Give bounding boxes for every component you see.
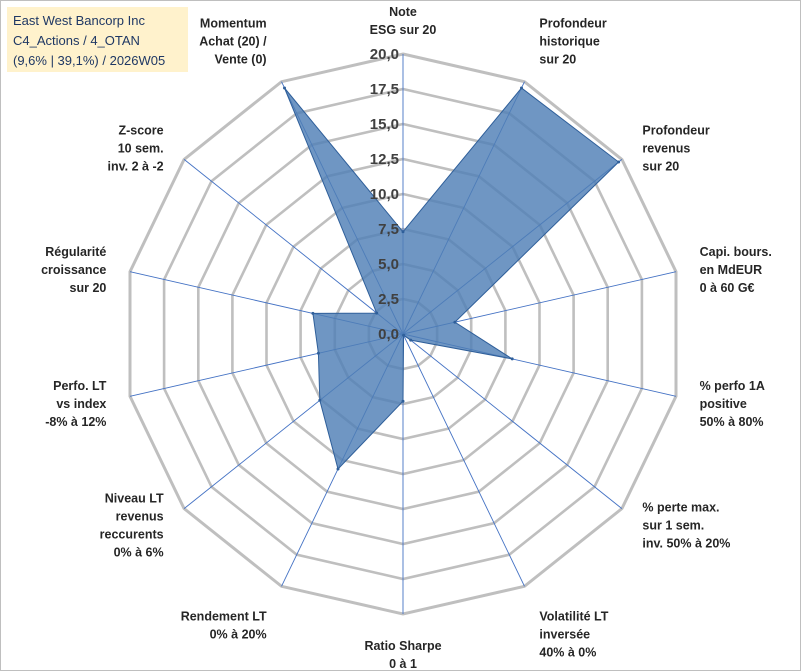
axis-label-4-line-3: 0 à 60 G€ bbox=[700, 281, 755, 295]
axis-label-6-line-2: sur 1 sem. bbox=[642, 518, 704, 532]
axis-label-8-line-2: 0 à 1 bbox=[389, 657, 417, 671]
axis-label-3-line-3: sur 20 bbox=[642, 160, 679, 174]
spoke-7 bbox=[402, 333, 525, 587]
axis-label-5-line-1: % perfo 1A bbox=[700, 379, 765, 393]
radial-tick-labels: 0,0 2,5 5,0 7,5 10,0 12,5 15,0 17,5 20,0 bbox=[370, 46, 399, 343]
data-point-4 bbox=[453, 320, 457, 324]
axis-label-14-line-1: Momentum bbox=[200, 16, 267, 30]
axis-label-10-line-3: reccurents bbox=[100, 527, 164, 541]
spoke-13 bbox=[183, 159, 404, 335]
title-line-category: C4_Actions / 4_OTAN bbox=[13, 33, 140, 48]
axis-label-2-line-2: historique bbox=[539, 34, 599, 48]
axis-label-14-line-2: Achat (20) / bbox=[199, 34, 267, 48]
axis-label-12: Régularité croissance sur 20 bbox=[41, 245, 106, 295]
axis-label-7-line-1: Volatilité LT bbox=[539, 610, 608, 624]
data-point-2 bbox=[520, 86, 523, 90]
data-point-9 bbox=[336, 467, 340, 471]
axis-label-5-line-3: 50% à 80% bbox=[700, 415, 764, 429]
tick-label-7: 17,5 bbox=[370, 81, 399, 98]
axis-label-6-line-3: inv. 50% à 20% bbox=[642, 536, 730, 550]
data-point-6 bbox=[409, 338, 413, 342]
axis-label-1: Note ESG sur 20 bbox=[370, 5, 437, 37]
axis-label-1-line-2: ESG sur 20 bbox=[370, 23, 437, 37]
tick-label-8: 20,0 bbox=[370, 46, 399, 63]
axis-label-14: Momentum Achat (20) / Vente (0) bbox=[199, 16, 267, 66]
axis-label-11-line-1: Perfo. LT bbox=[53, 379, 107, 393]
axis-label-12-line-1: Régularité bbox=[45, 245, 106, 259]
axis-label-4-line-2: en MdEUR bbox=[700, 263, 763, 277]
axis-label-2-line-3: sur 20 bbox=[539, 52, 576, 66]
axis-label-13-line-1: Z-score bbox=[118, 124, 163, 138]
data-point-10 bbox=[318, 398, 322, 402]
axis-label-13-line-3: inv. 2 à -2 bbox=[108, 160, 164, 174]
data-point-1 bbox=[401, 230, 405, 234]
axis-label-5: % perfo 1A positive 50% à 80% bbox=[700, 379, 765, 429]
axis-label-6: % perte max. sur 1 sem. inv. 50% à 20% bbox=[642, 500, 730, 550]
tick-label-5: 12,5 bbox=[370, 151, 399, 168]
axis-label-12-line-3: sur 20 bbox=[70, 281, 107, 295]
axis-label-14-line-3: Vente (0) bbox=[214, 52, 266, 66]
axis-label-5-line-2: positive bbox=[700, 397, 747, 411]
tick-label-3: 7,5 bbox=[378, 221, 399, 238]
data-point-13 bbox=[375, 311, 379, 315]
axis-label-10: Niveau LT revenus reccurents 0% à 6% bbox=[100, 491, 164, 559]
series-area-1 bbox=[284, 87, 620, 470]
tick-label-6: 15,0 bbox=[370, 116, 399, 133]
data-point-3 bbox=[617, 160, 621, 164]
axis-labels: Note ESG sur 20 Profondeur historique sur 20… bbox=[41, 5, 772, 671]
title-line-company: East West Bancorp Inc bbox=[13, 13, 145, 28]
axis-label-4: Capi. bours. en MdEUR 0 à 60 G€ bbox=[700, 245, 772, 295]
axis-label-2: Profondeur historique sur 20 bbox=[539, 16, 606, 66]
axis-label-7-line-3: 40% à 0% bbox=[539, 646, 596, 660]
axis-label-13: Z-score 10 sem. inv. 2 à -2 bbox=[108, 124, 164, 174]
data-point-11 bbox=[316, 351, 320, 355]
chart-title-box: East West Bancorp Inc C4_Actions / 4_OTA… bbox=[7, 7, 188, 72]
radar-series bbox=[283, 86, 621, 471]
axis-label-3-line-1: Profondeur bbox=[642, 124, 709, 138]
axis-label-9: Rendement LT 0% à 20% bbox=[181, 610, 267, 642]
data-point-8 bbox=[401, 399, 405, 403]
axis-label-8-line-1: Ratio Sharpe bbox=[364, 639, 441, 653]
tick-label-0: 0,0 bbox=[378, 326, 399, 343]
axis-label-3-line-2: revenus bbox=[642, 142, 690, 156]
axis-label-10-line-4: 0% à 6% bbox=[114, 545, 164, 559]
axis-label-3: Profondeur revenus sur 20 bbox=[642, 124, 709, 174]
axis-label-1-line-1: Note bbox=[389, 5, 417, 19]
data-point-7 bbox=[402, 333, 406, 337]
axis-label-12-line-2: croissance bbox=[41, 263, 106, 277]
axis-label-9-line-1: Rendement LT bbox=[181, 610, 267, 624]
axis-label-11-line-2: vs index bbox=[56, 397, 106, 411]
data-point-5 bbox=[510, 357, 514, 361]
axis-label-8: Ratio Sharpe 0 à 1 bbox=[364, 639, 441, 671]
axis-label-7: Volatilité LT inversée 40% à 0% bbox=[539, 610, 608, 660]
tick-label-1: 2,5 bbox=[378, 291, 399, 308]
axis-label-4-line-1: Capi. bours. bbox=[700, 245, 772, 259]
axis-label-6-line-1: % perte max. bbox=[642, 500, 719, 514]
axis-label-10-line-2: revenus bbox=[116, 509, 164, 523]
axis-label-11-line-3: -8% à 12% bbox=[45, 415, 106, 429]
title-line-period: (9,6% | 39,1%) / 2026W05 bbox=[13, 53, 166, 68]
spoke-6 bbox=[402, 333, 623, 509]
axis-label-7-line-2: inversée bbox=[539, 628, 590, 642]
axis-label-9-line-2: 0% à 20% bbox=[210, 628, 267, 642]
tick-label-2: 5,0 bbox=[378, 256, 399, 273]
data-point-14 bbox=[283, 86, 286, 90]
axis-label-2-line-1: Profondeur bbox=[539, 16, 606, 30]
tick-label-4: 10,0 bbox=[370, 186, 399, 203]
axis-label-10-line-1: Niveau LT bbox=[105, 491, 164, 505]
axis-label-13-line-2: 10 sem. bbox=[118, 142, 164, 156]
data-point-12 bbox=[311, 311, 315, 315]
axis-label-11: Perfo. LT vs index -8% à 12% bbox=[45, 379, 107, 429]
